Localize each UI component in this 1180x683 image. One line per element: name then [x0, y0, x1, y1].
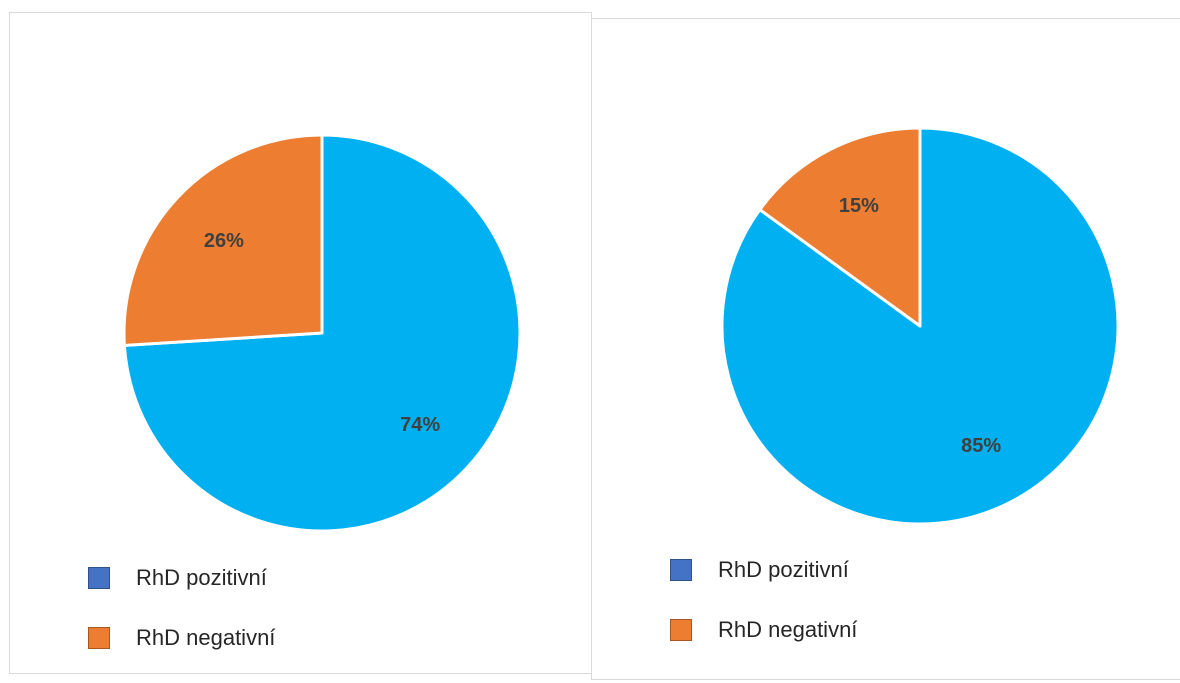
legend-item-rhd-positive: RhD pozitivní	[88, 563, 275, 593]
pie-chart-left: 74% 26%	[122, 133, 522, 533]
legend-right: RhD pozitivní RhD negativní	[670, 555, 857, 675]
pie-data-label-rhd-positive: 74%	[400, 414, 440, 436]
legend-label-rhd-positive: RhD pozitivní	[136, 565, 267, 590]
legend-label-rhd-positive: RhD pozitivní	[718, 557, 849, 582]
legend-swatch-rhd-positive	[88, 567, 110, 589]
pie-data-label-rhd-positive: 85%	[961, 435, 1001, 457]
pie-data-label-rhd-negative: 15%	[839, 195, 879, 217]
chart-panel-right: 85% 15% RhD pozitivní RhD negativní	[591, 18, 1180, 680]
pie-slice-rhd-negative	[758, 126, 922, 328]
legend-label-rhd-negative: RhD negativní	[718, 617, 858, 642]
chart-panel-left: 74% 26% RhD pozitivní RhD negativní	[9, 12, 592, 674]
legend-item-rhd-negative: RhD negativní	[88, 623, 275, 653]
pie-chart-right: 85% 15%	[720, 126, 1120, 526]
legend-swatch-rhd-negative	[670, 619, 692, 641]
legend-item-rhd-negative: RhD negativní	[670, 615, 857, 645]
legend-item-rhd-positive: RhD pozitivní	[670, 555, 857, 585]
legend-swatch-rhd-negative	[88, 627, 110, 649]
pie-data-label-rhd-negative: 26%	[204, 230, 244, 252]
legend-swatch-rhd-positive	[670, 559, 692, 581]
legend-label-rhd-negative: RhD negativní	[136, 625, 276, 650]
pie-slice-rhd-negative	[122, 133, 324, 347]
legend-left: RhD pozitivní RhD negativní	[88, 563, 275, 683]
